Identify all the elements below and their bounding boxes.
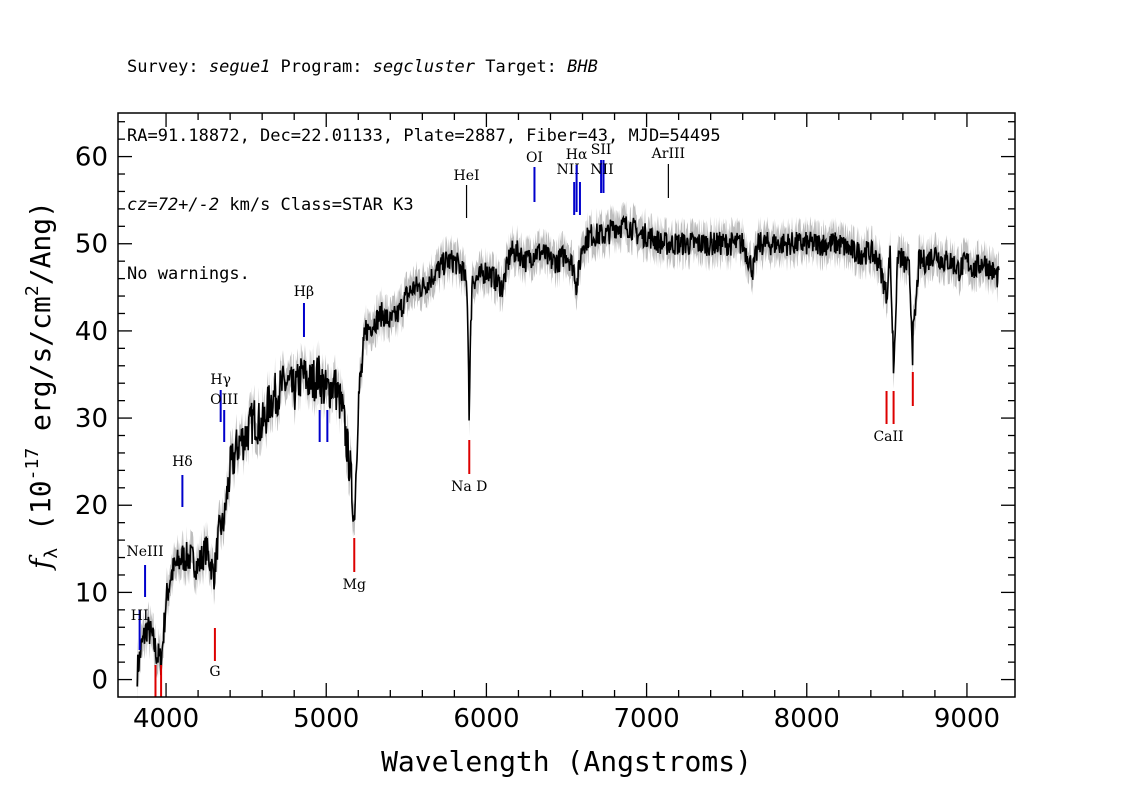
emission-line-label-1: NeIII — [126, 544, 163, 560]
emission-line-label-10: Hα — [566, 147, 588, 163]
emission-line-label-2: Hδ — [172, 454, 193, 470]
emission-line-label-4: OIII — [210, 392, 238, 408]
absorption-line-label-3: CaII — [873, 429, 903, 445]
cz-value: cz=72+/-2 — [127, 195, 220, 215]
y-tick-label: 30 — [75, 404, 108, 434]
x-tick-label: 4000 — [133, 704, 199, 734]
emission-line-label-3: Hγ — [210, 372, 231, 388]
x-tick-label: 6000 — [453, 704, 519, 734]
target-label: Target: — [475, 57, 568, 77]
emission-line-label-nii-2: NII — [590, 162, 613, 178]
x-tick-label: 8000 — [774, 704, 840, 734]
plot-frame — [117, 112, 1016, 698]
survey-label: Survey: — [127, 57, 209, 77]
x-tick-label: 9000 — [934, 704, 1000, 734]
y-axis-label: fλ (10-17 erg/s/cm2/Ang) — [22, 201, 62, 571]
axis-ticks: 4000 5000 6000 7000 8000 9000 0 10 20 30 40 50 60 — [75, 113, 1015, 734]
emission-line-label-0: HI — [131, 608, 149, 624]
other-line-label-0: HeI — [454, 168, 480, 184]
y-tick-label: 60 — [75, 143, 108, 173]
program-label: Program: — [270, 57, 373, 77]
y-tick-label: 10 — [75, 578, 108, 608]
emission-line-label-12: SII — [591, 142, 612, 158]
flux-line — [136, 214, 1000, 687]
spectrum-header: Survey: segue1 Program: segcluster Targe… — [127, 10, 721, 309]
y-tick-label: 0 — [91, 666, 108, 696]
absorption-line-label-0: G — [209, 664, 220, 680]
x-axis-label: Wavelength (Angstroms) — [381, 745, 752, 778]
y-tick-label: 20 — [75, 491, 108, 521]
class-value: km/s Class=STAR K3 — [219, 195, 414, 215]
target-value: BHB — [567, 57, 598, 77]
absorption-line-label-2: Na D — [451, 479, 487, 495]
other-line-label-1: ArIII — [651, 146, 685, 162]
emission-line-label-5: Hβ — [294, 284, 314, 300]
header-line-redshift: cz=72+/-2 km/s Class=STAR K3 — [127, 194, 721, 217]
y-tick-label: 50 — [75, 230, 108, 260]
error-band — [137, 200, 999, 703]
header-line-coordinates: RA=91.18872, Dec=22.01133, Plate=2887, F… — [127, 126, 721, 146]
absorption-line-label-1: Mg — [343, 577, 366, 593]
survey-value: segue1 — [208, 57, 271, 77]
emission-line-label-9: NII — [557, 162, 580, 178]
program-value: segcluster — [372, 57, 476, 77]
x-tick-label: 5000 — [293, 704, 359, 734]
header-line-survey: Survey: segue1 Program: segcluster Targe… — [127, 56, 721, 79]
flux-series — [136, 214, 1000, 687]
flux-error-band — [137, 200, 999, 703]
x-tick-label: 7000 — [614, 704, 680, 734]
header-line-warnings: No warnings. — [127, 264, 250, 284]
emission-line-label-8: OI — [526, 150, 543, 166]
y-tick-label: 40 — [75, 317, 108, 347]
